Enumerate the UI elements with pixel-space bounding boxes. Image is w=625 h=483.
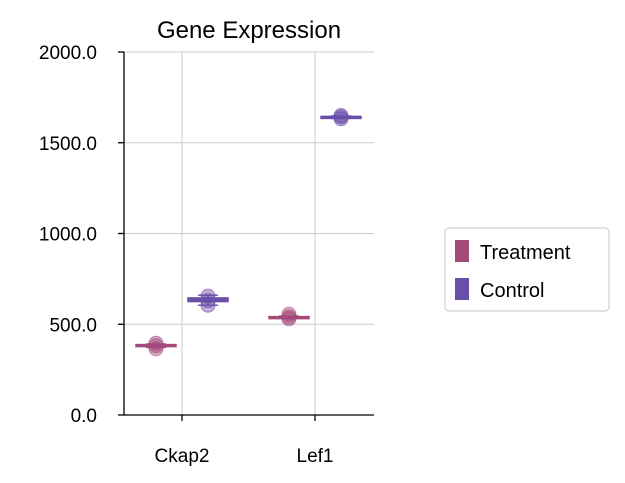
box-treatment-ckap2 <box>135 335 177 357</box>
chart-title: Gene Expression <box>157 17 341 44</box>
x-tick-label: Ckap2 <box>155 446 210 467</box>
box-control-ckap2 <box>187 288 229 313</box>
box-treatment-lef1 <box>268 306 310 327</box>
y-tick-label: 1000.0 <box>39 225 97 246</box>
data-point <box>333 111 349 127</box>
legend-label: Treatment <box>480 242 571 264</box>
legend: Treatment Control <box>444 227 610 312</box>
ticks: 0.0 500.0 1000.0 1500.0 2000.0 Ckap2 Lef1 <box>39 43 334 467</box>
legend-box <box>444 227 610 312</box>
y-tick-label: 0.0 <box>71 406 97 427</box>
data-point <box>148 341 164 357</box>
grid <box>124 51 374 415</box>
boxes <box>135 108 362 357</box>
legend-label: Control <box>480 280 544 302</box>
box-control-lef1 <box>320 108 362 127</box>
legend-swatch <box>455 240 469 262</box>
y-tick-label: 500.0 <box>49 315 97 336</box>
x-tick-label: Lef1 <box>297 446 334 467</box>
y-tick-label: 1500.0 <box>39 134 97 155</box>
data-point <box>281 311 297 327</box>
data-point <box>200 297 216 313</box>
legend-swatch <box>455 278 469 300</box>
data-point <box>200 293 216 309</box>
y-tick-label: 2000.0 <box>39 43 97 64</box>
